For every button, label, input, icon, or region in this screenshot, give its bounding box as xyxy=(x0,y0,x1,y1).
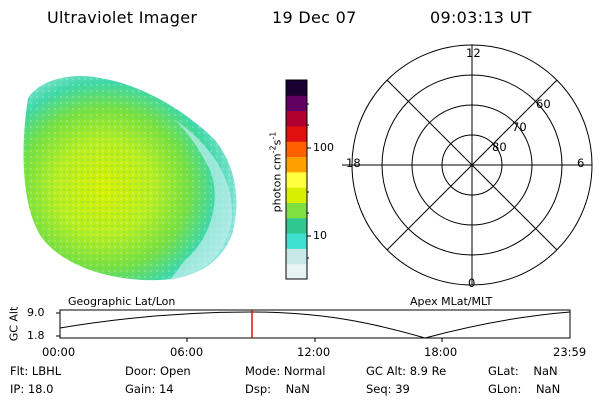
colorbar-cell xyxy=(286,156,307,173)
polar-label-70: 70 xyxy=(512,120,527,134)
polar-label-60: 60 xyxy=(536,97,551,111)
orbit-xtick-0: 00:00 xyxy=(42,345,76,359)
colorbar-cell xyxy=(286,217,307,234)
colorbar-cell xyxy=(286,263,307,280)
colorbar-cell xyxy=(286,248,307,265)
uv-image xyxy=(23,76,237,281)
orbit-ytick-high: 9.0 xyxy=(27,306,45,319)
date-label: 19 Dec 07 xyxy=(272,8,357,27)
status-glon: GLon: NaN xyxy=(488,382,561,396)
status-flt: Flt: LBHL xyxy=(10,364,62,378)
colorbar-cell xyxy=(286,80,307,96)
polar-label-80: 80 xyxy=(492,140,507,154)
colorbar-cell xyxy=(286,187,307,203)
colorbar-cell xyxy=(286,233,307,249)
time-label: 09:03:13 UT xyxy=(430,8,532,27)
instrument-title: Ultraviolet Imager xyxy=(47,8,198,27)
colorbar-cell xyxy=(286,125,307,142)
apex-label: Apex MLat/MLT xyxy=(410,295,493,308)
colorbar xyxy=(285,79,311,280)
colorbar-cell xyxy=(286,95,307,112)
orbit-ytick-low: 1.8 xyxy=(27,329,45,342)
status-glat: GLat: NaN xyxy=(488,364,558,378)
colorbar-cell xyxy=(286,141,307,158)
status-dsp: Dsp: NaN xyxy=(245,382,310,396)
polar-label-0: 0 xyxy=(468,276,476,290)
status-mode: Mode: Normal xyxy=(245,364,326,378)
colorbar-cell xyxy=(286,171,307,188)
polar-plot xyxy=(342,44,593,286)
orbit-plot xyxy=(56,309,571,342)
status-gc-alt: GC Alt: 8.9 Re xyxy=(366,364,447,378)
orbit-ylabel: GC Alt xyxy=(7,306,21,342)
polar-label-12: 12 xyxy=(466,46,481,60)
polar-label-6: 6 xyxy=(577,156,585,170)
colorbar-cell xyxy=(286,110,307,127)
colorbar-tick-100: 100 xyxy=(313,141,334,154)
geographic-label: Geographic Lat/Lon xyxy=(68,295,176,308)
status-seq: Seq: 39 xyxy=(366,382,410,396)
colorbar-tick-10: 10 xyxy=(313,229,327,242)
colorbar-cell xyxy=(286,202,307,219)
status-ip: IP: 18.0 xyxy=(10,382,54,396)
polar-label-18: 18 xyxy=(346,156,361,170)
status-door: Door: Open xyxy=(125,364,191,378)
orbit-xtick-1: 06:00 xyxy=(170,345,204,359)
orbit-xtick-3: 18:00 xyxy=(424,345,458,359)
status-gain: Gain: 14 xyxy=(125,382,174,396)
orbit-xtick-4: 23:59 xyxy=(553,345,587,359)
colorbar-axis-label: photon cm-2s-1 xyxy=(268,131,284,213)
orbit-xtick-2: 12:00 xyxy=(297,345,331,359)
